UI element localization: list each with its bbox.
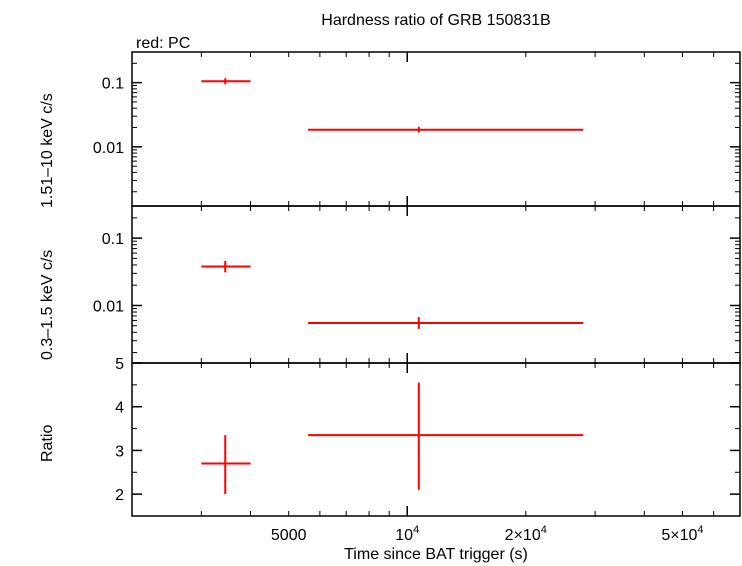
x-tick-label: 5×104 — [661, 524, 703, 544]
soft-band-panel: 0.3–1.5 keV c/s 0.1 0.01 — [39, 205, 741, 364]
x-axis-label: Time since BAT trigger (s) — [344, 546, 528, 563]
hard-band-panel: 1.51–10 keV c/s 0.1 0.01 — [39, 51, 741, 208]
legend-label: red: PC — [136, 35, 190, 52]
hard-band-ytick-label: 0.1 — [102, 76, 124, 93]
hard-band-ylabel: 1.51–10 keV c/s — [39, 93, 56, 208]
soft-band-frame — [131, 205, 741, 364]
ratio-panel: Ratio 2 3 4 5 — [39, 356, 741, 517]
soft-band-ylabel: 0.3–1.5 keV c/s — [39, 250, 56, 360]
soft-band-ytick-label: 0.1 — [102, 231, 124, 248]
ratio-ytick-label: 4 — [115, 400, 124, 417]
x-tick-label: 2×104 — [505, 524, 547, 544]
ratio-ytick-label: 2 — [115, 487, 124, 504]
x-axis-ticks: 5000 104 2×104 5×104 — [271, 524, 704, 544]
x-tick-label: 5000 — [271, 527, 307, 544]
hard-band-ytick-label: 0.01 — [93, 140, 124, 157]
ratio-frame — [131, 362, 741, 517]
ratio-ytick-label: 3 — [115, 443, 124, 460]
soft-band-ytick-label: 0.01 — [93, 298, 124, 315]
ratio-ytick-label: 5 — [115, 356, 124, 373]
x-tick-label: 104 — [395, 524, 419, 544]
chart-title: Hardness ratio of GRB 150831B — [321, 12, 550, 29]
ratio-ylabel: Ratio — [39, 425, 56, 462]
